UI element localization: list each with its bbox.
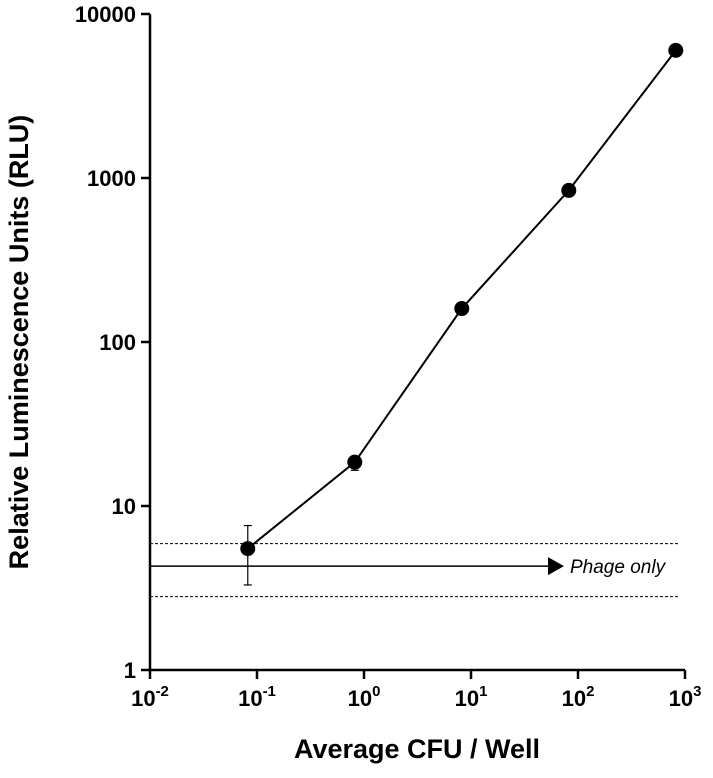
band-label: Phage only (570, 557, 667, 578)
data-point-0 (240, 541, 256, 557)
series-line-0 (247, 49, 677, 550)
y-tick-label-4: 10000 (75, 2, 136, 27)
x-tick-label-0: 10-2 (131, 683, 169, 711)
y-axis-title: Relative Luminescence Units (RLU) (4, 115, 34, 570)
band-arrow-head (548, 557, 564, 576)
y-axis-ticks: 1 10 100 1000 10000 (75, 2, 150, 683)
data-series (240, 42, 684, 586)
y-tick-label-0: 1 (124, 658, 136, 683)
x-tick-label-1: 10-1 (238, 683, 276, 711)
reference-band: Phage only (150, 543, 678, 598)
data-point-4 (668, 42, 684, 58)
data-point-1 (347, 454, 363, 470)
data-point-3 (561, 182, 577, 198)
x-tick-label-5: 103 (669, 683, 702, 711)
data-point-2 (454, 301, 470, 317)
y-tick-label-1: 10 (112, 494, 136, 519)
x-tick-label-3: 101 (455, 683, 488, 711)
x-axis-ticks: 10-2 10-1 100 101 102 103 (131, 670, 701, 711)
y-tick-label-2: 100 (99, 330, 136, 355)
y-tick-label-3: 1000 (87, 166, 136, 191)
x-tick-label-2: 100 (348, 683, 381, 711)
x-axis-title: Average CFU / Well (294, 734, 540, 764)
x-tick-label-4: 102 (562, 683, 595, 711)
